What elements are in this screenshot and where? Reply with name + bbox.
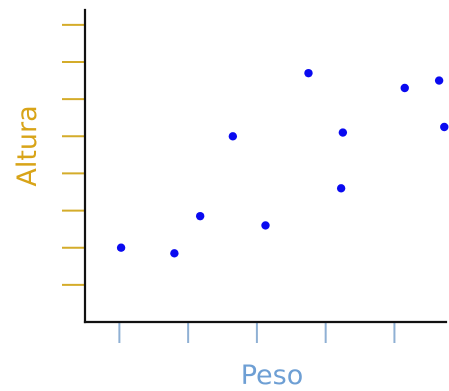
data-point-7 <box>336 184 346 193</box>
data-point-9 <box>400 83 409 93</box>
x-axis-ticks <box>118 322 396 343</box>
data-point-8 <box>338 128 348 137</box>
y-axis-title: Altura <box>12 105 43 186</box>
data-points <box>116 68 449 258</box>
data-point-10 <box>434 76 444 85</box>
data-point-1 <box>116 243 126 252</box>
y-axis-ticks <box>62 23 85 286</box>
x-axis-title: Peso <box>241 360 304 391</box>
data-point-5 <box>261 221 270 230</box>
data-point-4 <box>228 132 238 141</box>
data-point-2 <box>170 249 179 258</box>
data-point-6 <box>304 68 313 78</box>
data-point-3 <box>195 211 205 221</box>
data-point-11 <box>440 122 449 132</box>
